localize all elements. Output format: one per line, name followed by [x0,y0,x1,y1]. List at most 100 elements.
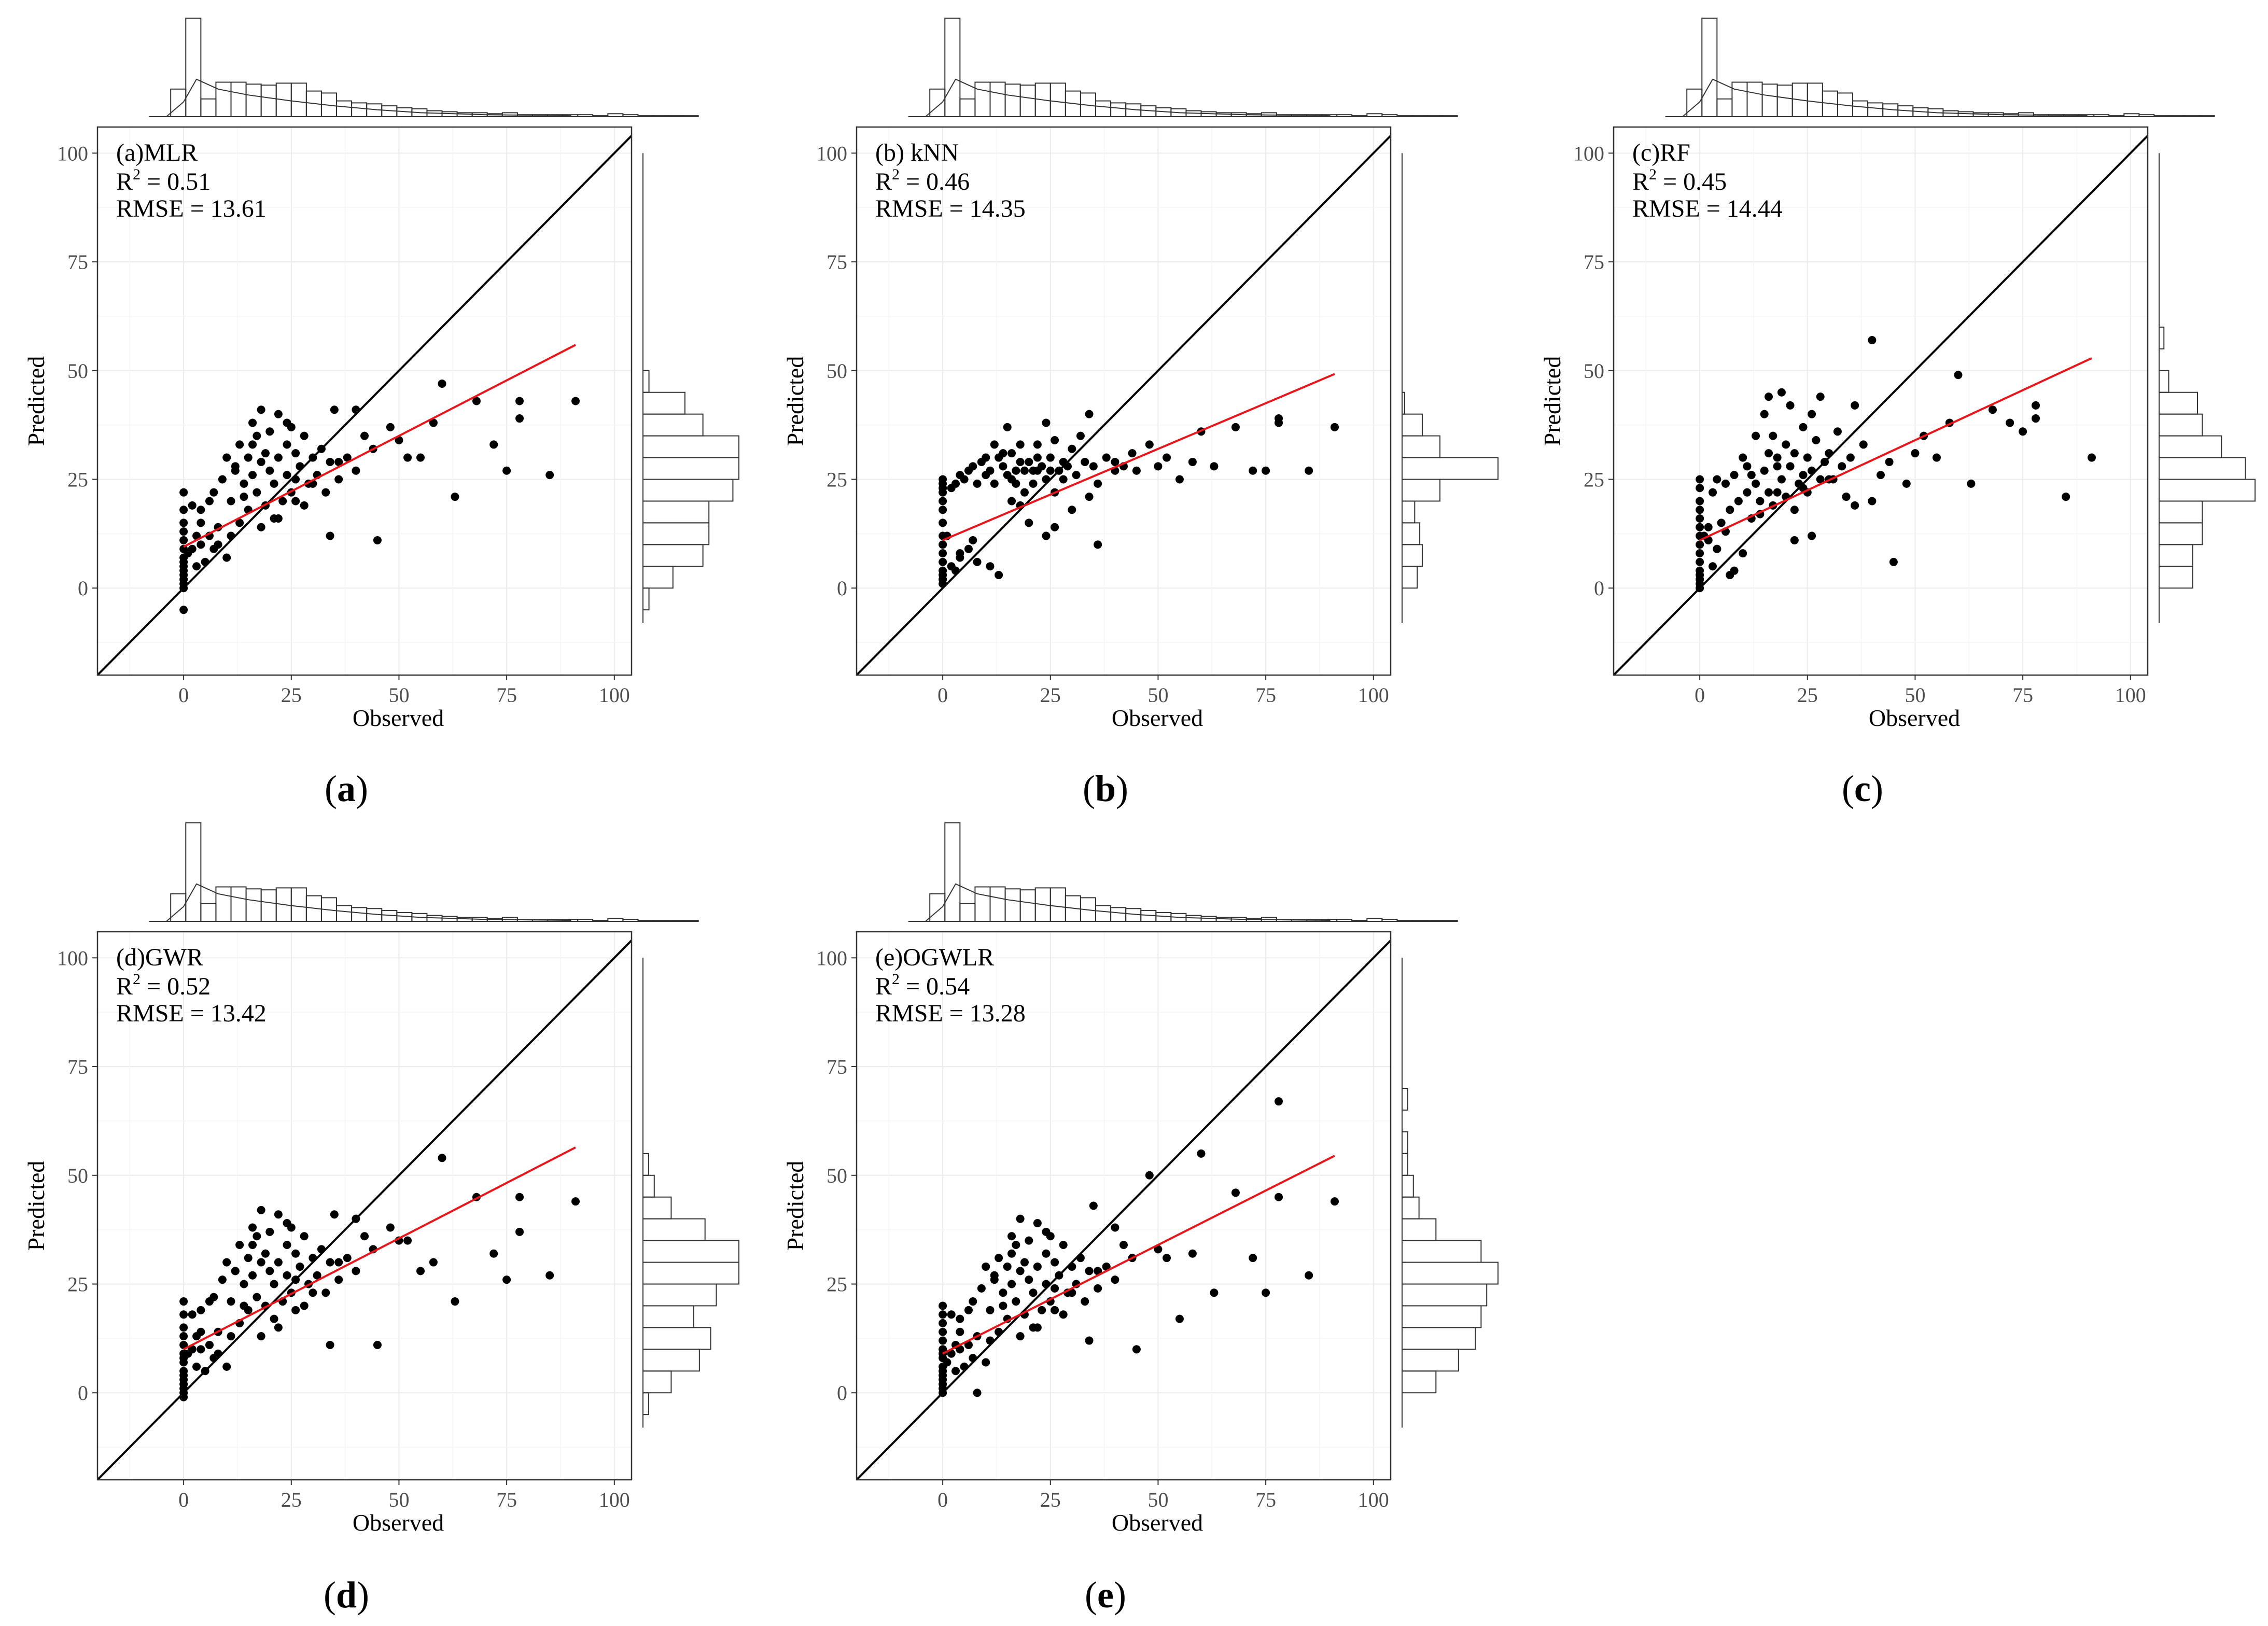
data-point [373,536,382,544]
data-point [1816,393,1825,401]
data-point [947,1349,956,1358]
data-point [1051,1306,1059,1314]
data-point [1059,475,1068,484]
histogram-bar [1351,920,1368,922]
right-marginal-histogram [1402,958,1499,1428]
data-point [197,518,205,527]
data-point [969,536,977,544]
data-point [291,1249,300,1258]
data-point [1868,336,1877,345]
histogram-bar [1402,1153,1408,1176]
histogram-bar [637,115,654,118]
data-point [291,449,300,458]
top-marginal-histogram [1665,18,2215,118]
histogram-bar [642,1196,672,1220]
rmse-annotation: RMSE = 13.28 [875,1000,1026,1027]
data-point [1739,453,1747,462]
data-point [1713,475,1721,484]
data-point [201,557,209,566]
data-point [1696,506,1704,514]
panel-e: 0 25 50 75 100 0 25 50 75 100 Observed Predicted (e)… [782,822,1499,1616]
top-marginal-histogram [908,18,1458,118]
data-point [982,1358,990,1367]
data-point [939,557,947,566]
histogram-bar [2168,115,2185,118]
r2-letter: R [875,168,892,195]
data-point [1954,371,1963,380]
data-point [192,562,201,571]
data-point [502,1275,511,1284]
histogram-bar [682,115,699,118]
data-point [1842,493,1851,501]
histogram-bar [2199,115,2215,118]
data-point [1081,1297,1089,1306]
histogram-bar [1402,1305,1482,1328]
plot-frame [856,126,1392,676]
histogram-bar [944,18,961,117]
rmse-annotation: RMSE = 14.44 [1632,195,1783,222]
points [1696,336,2096,593]
data-point [1081,457,1089,466]
data-point [1089,462,1098,471]
data-point [227,497,235,506]
data-point [218,475,227,484]
histogram-bar [1402,1327,1476,1350]
model-name: MLR [144,139,198,166]
data-point [1769,431,1777,440]
data-point [1773,453,1782,462]
data-point [326,1258,334,1267]
data-point [300,1301,309,1310]
data-point [1020,1258,1029,1267]
data-point [1786,401,1795,410]
data-point [1016,457,1025,466]
data-point [253,431,261,440]
data-point [1025,1275,1033,1284]
data-point [2019,427,2027,436]
data-point [248,471,257,480]
data-point [515,397,524,405]
r2-annotation: R2 = 0.45 [1632,166,1727,195]
data-point [1760,410,1769,418]
data-point [1051,1258,1059,1267]
histogram-bar [1402,413,1423,437]
caption-close: ) [356,768,368,809]
data-point [1249,466,1257,475]
regression-line [942,1155,1335,1355]
data-point [261,1249,270,1258]
data-point [227,1297,235,1306]
panel-caption: (b) [1083,768,1128,809]
data-point [1851,401,1859,410]
x-tick-label: 75 [2012,683,2033,707]
y-tick-label: 0 [78,577,88,600]
data-point [227,1332,235,1341]
data-point [235,518,244,527]
data-point [179,527,188,536]
data-point [296,1262,304,1271]
data-point [1068,444,1076,453]
data-point [973,1389,982,1397]
histogram-bar [2108,115,2125,118]
model-name: OGWLR [903,944,994,971]
top-marginal-histogram [149,18,699,118]
data-point [1743,462,1752,471]
y-tick-label: 25 [67,1273,88,1296]
data-point [352,1267,360,1275]
data-point [309,453,317,462]
y-axis-label: Predicted [782,1161,808,1251]
data-point [1821,457,1829,466]
y-tick-label: 100 [57,142,88,165]
histogram-bar [652,920,669,922]
histogram-bar [1049,887,1066,922]
data-point [209,1293,218,1301]
data-point [188,501,197,510]
top-marginal-histogram [908,822,1458,922]
data-point [1111,1275,1119,1284]
data-point [1085,410,1094,418]
data-point [253,1232,261,1241]
data-point [1777,388,1786,397]
data-point [334,475,343,484]
data-point [939,484,947,493]
data-point [274,410,283,418]
data-point [1816,475,1825,484]
